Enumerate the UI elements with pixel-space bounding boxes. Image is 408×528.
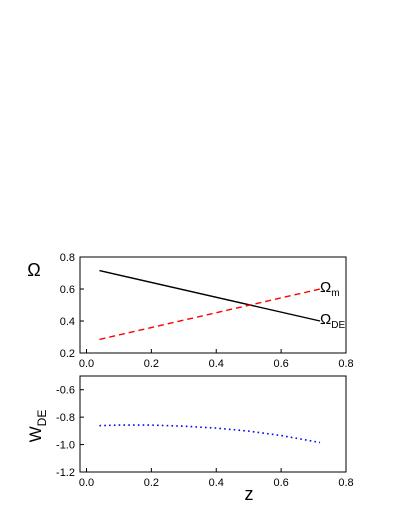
wde-x-tick-label: 0.2 (144, 477, 159, 489)
omega-de-legend-label: ΩDE (320, 311, 345, 331)
omega-y-axis-label: Ω (27, 260, 40, 280)
wde-x-tick-label: 0.0 (79, 477, 94, 489)
omega-y-tick-label: 0.2 (60, 348, 75, 360)
wde-y-tick-label: -0.8 (56, 412, 75, 424)
omega-y-tick-label: 0.8 (60, 252, 75, 264)
wde-x-tick-label: 0.6 (273, 477, 288, 489)
omega-x-tick-label: 0.6 (273, 358, 288, 370)
omega-x-tick-label: 0.4 (209, 358, 224, 370)
omega-x-tick-label: 0.2 (144, 358, 159, 370)
wde-x-axis-label: z (245, 484, 254, 504)
omega-y-tick-label: 0.6 (60, 284, 75, 296)
omega-panel: 0.0 0.2 0.4 0.6 0.8 0.2 0.4 0.6 0.8 Ω Ωm ΩDE (27, 252, 353, 370)
wde-x-tick-label: 0.8 (338, 477, 353, 489)
wde-y-axis-label: WDE (26, 410, 49, 443)
omega-m-legend-label: Ωm (320, 279, 340, 299)
wde-x-tick-label: 0.4 (209, 477, 224, 489)
omega-plot-frame (79, 256, 347, 354)
wde-y-tick-label: -1.2 (56, 467, 75, 479)
omega-x-tick-label: 0.8 (338, 358, 353, 370)
omega-y-tick-label: 0.4 (60, 316, 75, 328)
omega-x-tick-label: 0.0 (79, 358, 94, 370)
wde-panel: 0.0 0.2 0.4 0.6 0.8 -1.2 -1.0 -0.8 -0.6 WDE z (26, 375, 354, 504)
omega-de-line (99, 269, 321, 322)
wde-line (99, 424, 321, 444)
wde-y-tick-label: -0.6 (56, 385, 75, 397)
wde-plot-frame (79, 375, 347, 473)
wde-y-tick-label: -1.0 (56, 440, 75, 452)
omega-m-line (99, 288, 321, 341)
